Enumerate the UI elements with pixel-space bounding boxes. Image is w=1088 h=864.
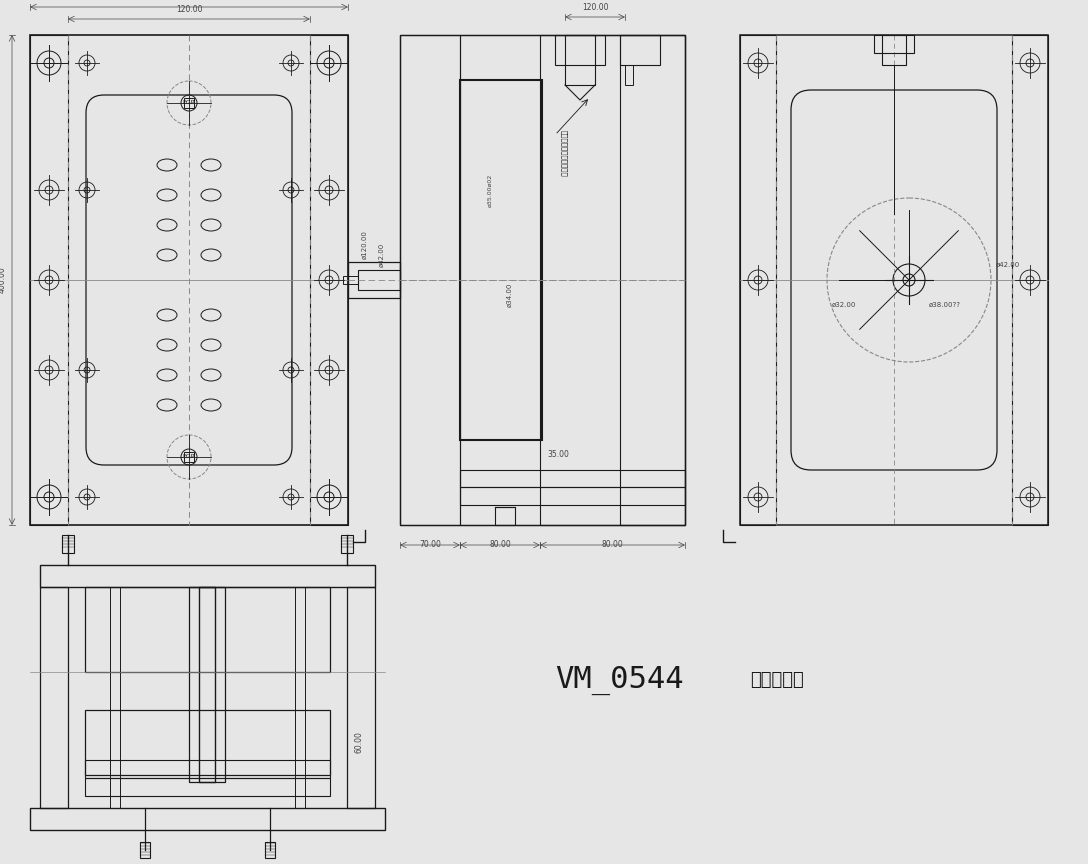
Bar bbox=[140, 842, 150, 858]
Bar bbox=[460, 80, 542, 440]
Bar bbox=[460, 470, 685, 487]
Bar bbox=[40, 587, 67, 808]
Text: 80.00: 80.00 bbox=[602, 540, 623, 549]
Text: 60.00: 60.00 bbox=[355, 731, 364, 753]
Bar bbox=[620, 35, 685, 525]
Bar bbox=[199, 587, 215, 782]
Bar bbox=[85, 710, 330, 775]
Bar bbox=[265, 842, 275, 858]
Text: 120.00: 120.00 bbox=[582, 3, 608, 12]
Bar bbox=[358, 270, 400, 290]
Bar bbox=[400, 35, 685, 525]
Text: 模胚订购图: 模胚订购图 bbox=[750, 671, 804, 689]
Bar bbox=[882, 35, 906, 65]
Text: 35.00: 35.00 bbox=[547, 450, 569, 459]
Text: 120.00: 120.00 bbox=[176, 5, 202, 14]
Bar bbox=[85, 778, 330, 796]
Bar bbox=[310, 35, 348, 525]
Text: ø32.00: ø32.00 bbox=[832, 302, 856, 308]
Text: VM_0544: VM_0544 bbox=[555, 665, 683, 695]
Bar bbox=[189, 587, 225, 782]
Bar bbox=[740, 35, 1048, 525]
Bar bbox=[110, 587, 120, 808]
Bar bbox=[347, 587, 375, 808]
Bar bbox=[874, 35, 914, 53]
Bar bbox=[30, 35, 348, 525]
Bar bbox=[495, 507, 515, 525]
Text: EGP: EGP bbox=[183, 454, 195, 460]
Bar bbox=[62, 535, 74, 553]
Bar bbox=[460, 35, 685, 525]
Bar bbox=[620, 35, 660, 65]
Bar bbox=[30, 35, 67, 525]
Bar bbox=[400, 35, 460, 525]
Text: 70.00: 70.00 bbox=[419, 540, 441, 549]
Bar bbox=[348, 262, 400, 298]
Bar bbox=[85, 587, 330, 672]
Text: ø42.00: ø42.00 bbox=[379, 243, 385, 267]
Text: 80.00: 80.00 bbox=[490, 540, 511, 549]
Bar bbox=[184, 452, 194, 462]
Text: 一种剃须刀前盖注塑模具: 一种剃须刀前盖注塑模具 bbox=[561, 130, 568, 177]
Text: 400.00: 400.00 bbox=[0, 267, 7, 294]
Text: ø120.00: ø120.00 bbox=[362, 231, 368, 259]
Text: 230.00: 230.00 bbox=[175, 0, 202, 1]
Text: EGP: EGP bbox=[183, 100, 195, 105]
Bar bbox=[625, 65, 633, 85]
Bar bbox=[30, 808, 385, 830]
Bar bbox=[740, 35, 776, 525]
Text: ø42.00: ø42.00 bbox=[996, 262, 1021, 268]
Bar bbox=[184, 98, 194, 108]
Bar bbox=[85, 760, 330, 778]
Text: ø35.00ø02: ø35.00ø02 bbox=[487, 174, 493, 206]
Bar bbox=[40, 565, 375, 587]
Bar bbox=[460, 487, 685, 505]
Bar bbox=[540, 35, 685, 525]
Bar bbox=[555, 35, 605, 65]
Bar bbox=[1012, 35, 1048, 525]
Bar bbox=[295, 587, 305, 808]
Bar bbox=[565, 35, 595, 85]
Bar bbox=[341, 535, 353, 553]
Text: ø34.00: ø34.00 bbox=[507, 283, 514, 308]
Text: ø38.00??: ø38.00?? bbox=[929, 302, 961, 308]
Bar bbox=[343, 276, 358, 284]
